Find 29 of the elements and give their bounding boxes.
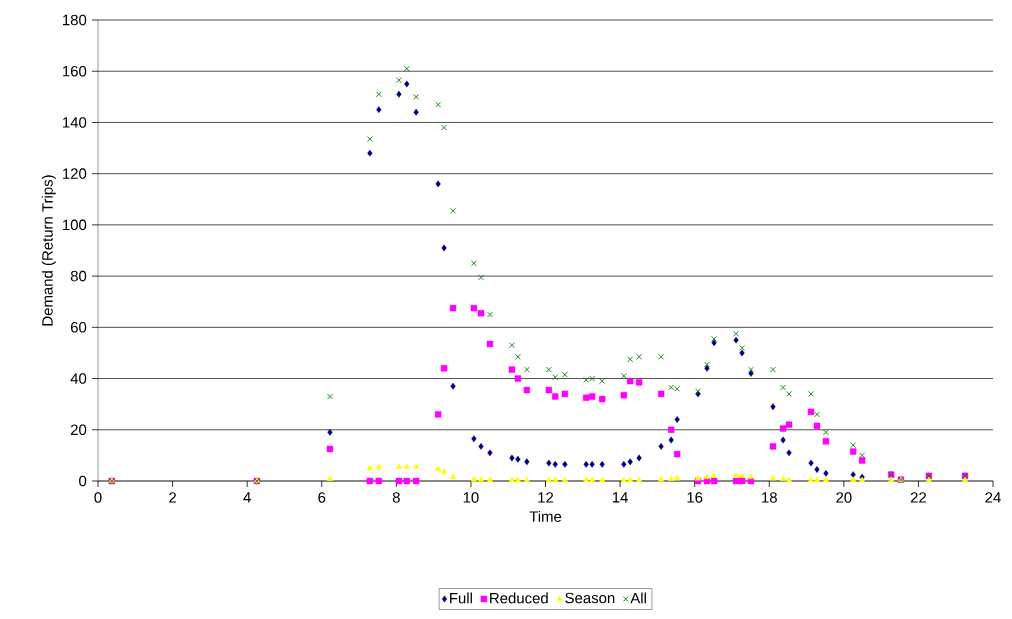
y-tick-label: 100: [63, 219, 87, 231]
x-axis-title: Time: [529, 510, 562, 522]
x-tick-label: 6: [318, 492, 326, 503]
y-tick-label: 120: [63, 168, 87, 179]
x-tick-label: 0: [94, 492, 102, 503]
x-tick-label: 24: [985, 492, 1001, 503]
legend-label: Season: [565, 592, 615, 604]
y-tick-label: 60: [70, 322, 87, 333]
x-tick-label: 2: [169, 492, 176, 503]
x-tick-label: 12: [538, 492, 554, 503]
x-tick-label: 18: [762, 492, 777, 503]
y-tick-label: 140: [63, 117, 87, 128]
legend-label: All: [630, 592, 646, 604]
y-tick-label: 80: [70, 270, 87, 282]
x-tick-label: 22: [910, 492, 926, 503]
legend-label: Full: [450, 592, 472, 604]
x-tick-label: 16: [687, 492, 703, 503]
y-tick-label: 0: [79, 475, 87, 487]
y-tick-label: 160: [63, 65, 87, 77]
x-tick-label: 4: [243, 492, 251, 503]
x-tick-label: 8: [392, 492, 400, 503]
y-tick-label: 180: [63, 14, 87, 26]
legend-label: Reduced: [490, 592, 548, 604]
y-tick-label: 20: [70, 424, 87, 436]
y-tick-label: 40: [70, 373, 87, 384]
y-axis-title: Demand (Return Trips): [41, 175, 56, 326]
x-tick-label: 20: [836, 492, 852, 503]
x-tick-label: 10: [463, 492, 479, 503]
x-tick-label: 14: [612, 492, 628, 503]
